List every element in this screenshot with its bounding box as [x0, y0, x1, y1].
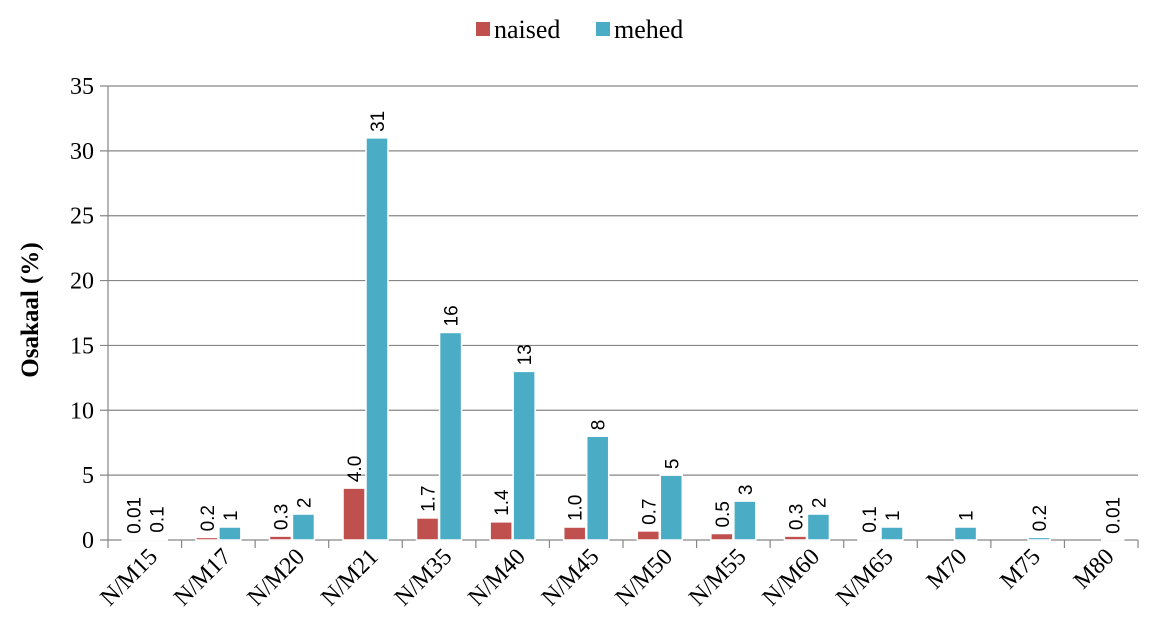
x-axis-ticks: N/M15 N/M17 N/M20 N/M21 N/M35 N/M40 N/M45 N/M50… [96, 544, 1120, 611]
y-tick-label: 30 [70, 139, 94, 165]
x-tick-label: N/M65 [831, 544, 898, 611]
bar-naised [857, 537, 881, 541]
bar-naised [710, 532, 734, 541]
bar-naised [636, 530, 661, 541]
y-tick-label: 0 [82, 528, 94, 554]
bar-mehed [291, 513, 316, 541]
data-label-naised: 0.2 [198, 505, 219, 531]
x-tick-label: N/M50 [611, 544, 678, 611]
bar-mehed [1027, 536, 1051, 541]
bars [121, 137, 1125, 541]
data-labels: 0.01 0.2 0.34.01.7 1.4 1.0 0.7 0.5 0.3 0.10.1 123… [124, 111, 1124, 534]
legend-item-naised: naised [476, 15, 560, 44]
data-label-mehed: 1 [957, 510, 978, 521]
x-tick-label: M70 [922, 544, 972, 594]
legend-label: naised [494, 15, 560, 44]
y-tick-label: 5 [82, 463, 94, 489]
data-label-naised: 0.3 [786, 504, 807, 530]
bar-naised [783, 535, 808, 541]
y-tick-label: 35 [70, 74, 94, 100]
x-tick-label: N/M45 [537, 544, 604, 611]
bar-naised [195, 536, 219, 541]
bar-mehed [806, 513, 831, 541]
data-label-naised: 4.0 [345, 456, 366, 482]
bar-mehed [880, 526, 904, 541]
bar-naised [268, 535, 293, 541]
data-label-mehed: 0.2 [1030, 505, 1051, 531]
bar-naised [489, 521, 513, 541]
y-axis-label: Osakaal (%) [17, 242, 44, 377]
bar-mehed [365, 137, 389, 541]
y-tick-label: 15 [70, 333, 94, 359]
bar-naised [415, 517, 440, 541]
data-label-mehed: 8 [589, 420, 610, 431]
bar-mehed [144, 537, 169, 541]
data-label-mehed: 16 [442, 305, 463, 326]
x-tick-label: N/M60 [758, 544, 825, 611]
x-tick-label: N/M20 [243, 544, 310, 611]
data-label-mehed: 3 [736, 485, 757, 496]
bar-mehed [218, 526, 242, 541]
y-tick-label: 10 [70, 398, 94, 424]
bar-mehed [585, 435, 610, 541]
data-label-naised: 0.01 [124, 497, 145, 534]
x-tick-label: M80 [1069, 544, 1119, 594]
legend-swatch [596, 22, 610, 36]
bar-naised [342, 487, 366, 541]
data-label-mehed: 1 [883, 510, 904, 521]
x-tick-label: N/M15 [96, 544, 163, 611]
x-tick-label: N/M17 [169, 544, 236, 611]
x-tick-label: N/M35 [390, 544, 457, 611]
data-label-naised: 0.7 [639, 498, 660, 524]
legend-label: mehed [614, 15, 683, 44]
data-label-naised: 1.0 [566, 495, 587, 521]
data-label-mehed: 0.1 [147, 506, 168, 532]
data-label-naised: 1.7 [419, 486, 440, 512]
data-label-naised: 0.1 [860, 506, 881, 532]
bar-mehed [438, 331, 463, 541]
y-axis-ticks: 0 5 10 15 20 25 30 35 [70, 74, 94, 554]
bar-mehed [733, 500, 757, 541]
x-tick-label: M75 [995, 544, 1045, 594]
data-label-mehed: 1 [221, 510, 242, 521]
legend-item-mehed: mehed [596, 15, 683, 44]
data-label-naised: 1.4 [492, 489, 513, 516]
data-label-mehed: 2 [294, 497, 315, 508]
bar-mehed [512, 370, 536, 541]
x-tick-label: N/M40 [463, 544, 530, 611]
x-tick-label: N/M21 [316, 544, 383, 611]
data-label-mehed: 13 [515, 344, 536, 365]
data-label-mehed: 2 [809, 497, 830, 508]
legend: naised mehed [476, 15, 683, 44]
bar-naised [562, 526, 587, 541]
legend-swatch [476, 22, 490, 36]
bar-mehed [953, 526, 978, 541]
x-tick-label: N/M55 [684, 544, 751, 611]
bar-mehed [1100, 538, 1125, 541]
data-label-mehed: 5 [662, 459, 683, 470]
data-label-naised: 0.5 [713, 501, 734, 527]
data-label-naised: 0.3 [271, 504, 292, 530]
data-label-mehed: 31 [368, 111, 389, 132]
y-tick-label: 25 [70, 204, 94, 230]
bar-mehed [659, 474, 684, 541]
bar-naised [121, 538, 146, 541]
gridlines [100, 85, 1139, 548]
data-label-mehed: 0.01 [1104, 497, 1125, 534]
y-tick-label: 20 [70, 269, 94, 295]
